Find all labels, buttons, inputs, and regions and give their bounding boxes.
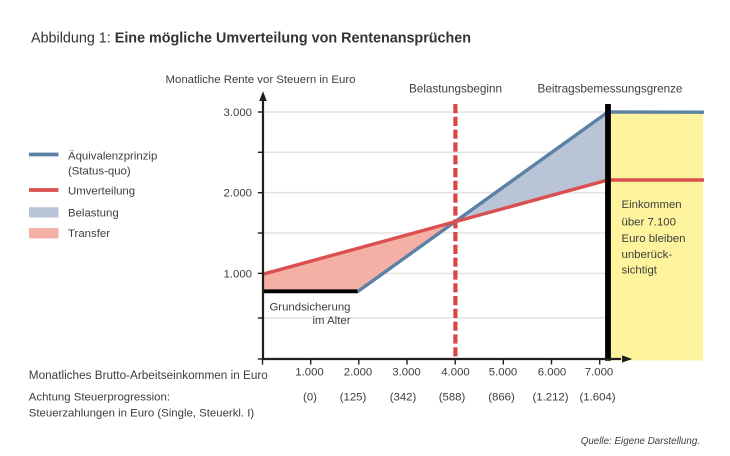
svg-text:unberück-: unberück- [622,249,673,261]
svg-text:über 7.100: über 7.100 [622,217,676,229]
svg-text:(125): (125) [340,392,367,404]
svg-text:Quelle: Eigene Darstellung.: Quelle: Eigene Darstellung. [581,436,700,447]
svg-text:4.000: 4.000 [441,367,470,379]
svg-text:1.000: 1.000 [223,268,252,280]
svg-text:Euro bleiben: Euro bleiben [622,233,686,245]
svg-text:sichtigt: sichtigt [622,265,658,277]
svg-text:Beitragsbemessungsgrenze: Beitragsbemessungsgrenze [538,83,683,96]
svg-text:(1.212): (1.212) [532,392,568,404]
svg-text:2.000: 2.000 [344,367,373,379]
svg-text:(0): (0) [303,392,317,404]
svg-text:Transfer: Transfer [68,228,110,240]
svg-text:3.000: 3.000 [392,367,421,379]
svg-text:Achtung Steuerprogression:: Achtung Steuerprogression: [29,392,170,404]
svg-text:Belastungsbeginn: Belastungsbeginn [409,83,502,96]
svg-text:(866): (866) [488,392,515,404]
svg-text:Umverteilung: Umverteilung [68,186,135,198]
svg-text:7.000: 7.000 [585,367,614,379]
svg-text:(588): (588) [439,392,466,404]
svg-text:Steuerzahlungen in Euro (Singl: Steuerzahlungen in Euro (Single, Steuerk… [29,408,255,420]
svg-text:Grundsicherung: Grundsicherung [269,302,350,314]
svg-text:im Alter: im Alter [313,315,351,327]
svg-text:1.000: 1.000 [295,367,324,379]
svg-text:(1.604): (1.604) [579,392,615,404]
svg-text:Monatliche Rente vor Steuern i: Monatliche Rente vor Steuern in Euro [166,74,356,86]
svg-text:Abbildung 1: Eine mögliche Umv: Abbildung 1: Eine mögliche Umverteilung … [31,31,471,47]
svg-text:6.000: 6.000 [538,367,567,379]
svg-text:Belastung: Belastung [68,208,119,220]
svg-text:Einkommen: Einkommen [622,199,682,211]
svg-text:Äquivalenzprinzip: Äquivalenzprinzip [68,151,157,163]
svg-text:3.000: 3.000 [223,107,252,119]
svg-text:Monatliches Brutto-Arbeitseink: Monatliches Brutto-Arbeitseinkommen in E… [29,369,268,382]
svg-text:2.000: 2.000 [223,188,252,200]
svg-text:5.000: 5.000 [489,367,518,379]
svg-text:(342): (342) [390,392,417,404]
svg-text:(Status-quo): (Status-quo) [68,166,131,178]
